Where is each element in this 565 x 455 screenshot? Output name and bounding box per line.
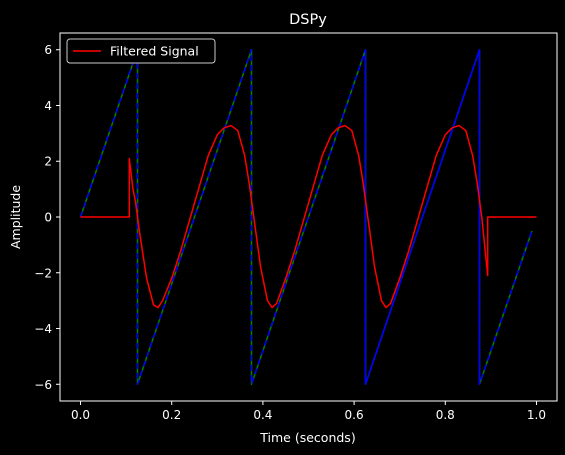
y-tick-label: 6 bbox=[44, 43, 52, 57]
x-axis: 0.0 0.2 0.4 0.6 0.8 1.0 bbox=[71, 401, 546, 422]
y-tick-label: 2 bbox=[44, 155, 52, 169]
chart-title: DSPy bbox=[289, 12, 327, 28]
x-tick-label: 0.6 bbox=[345, 408, 364, 422]
x-tick-label: 0.4 bbox=[253, 408, 272, 422]
y-tick-label: 4 bbox=[44, 99, 52, 113]
y-tick-label: −2 bbox=[34, 266, 52, 280]
y-tick-label: 0 bbox=[44, 211, 52, 225]
x-tick-label: 0.2 bbox=[162, 408, 181, 422]
plot-area bbox=[79, 48, 537, 386]
y-tick-label: −4 bbox=[34, 322, 52, 336]
x-axis-label: Time (seconds) bbox=[259, 430, 355, 445]
x-tick-label: 1.0 bbox=[527, 408, 546, 422]
legend: Filtered Signal bbox=[66, 38, 216, 64]
y-axis-label: Amplitude bbox=[8, 185, 23, 249]
legend-label-filtered-signal: Filtered Signal bbox=[110, 44, 199, 59]
x-tick-label: 0.8 bbox=[436, 408, 455, 422]
x-tick-label: 0.0 bbox=[71, 408, 90, 422]
series-line-blue-solid bbox=[364, 48, 481, 386]
y-tick-label: −6 bbox=[34, 378, 52, 392]
legend-box bbox=[66, 38, 216, 64]
series-line-filtered bbox=[80, 124, 537, 309]
y-axis: −6 −4 −2 0 2 4 6 bbox=[34, 43, 60, 392]
